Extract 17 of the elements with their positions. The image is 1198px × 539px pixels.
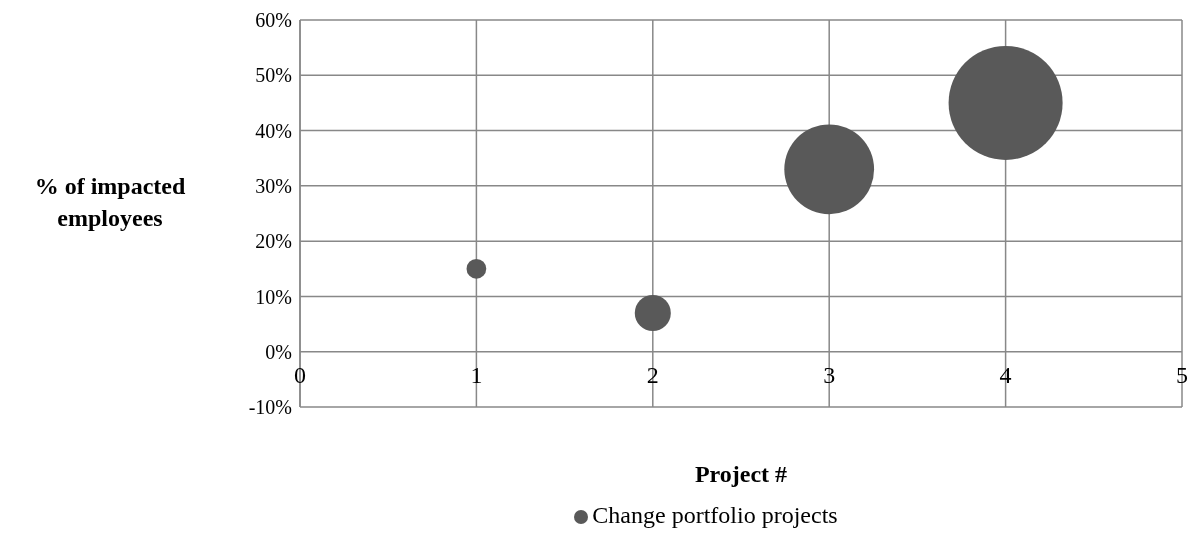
y-tick-label: 40% [255,119,292,142]
y-tick-label: 50% [255,64,292,87]
y-tick-label: 20% [255,230,292,253]
x-tick-label: 4 [999,362,1012,389]
x-tick-label: 1 [470,362,483,389]
y-tick-label: 60% [255,9,292,32]
y-tick-label: 30% [255,174,292,197]
x-tick-label: 5 [1176,362,1188,389]
x-tick-label: 2 [646,362,659,389]
y-tick-label: -10% [248,396,292,419]
x-tick-label: 3 [823,362,836,389]
x-tick-label: 0 [294,362,306,389]
y-tick-label: 0% [265,340,292,363]
legend-label: Change portfolio projects [592,502,838,528]
y-axis-title: % of impacted employees [33,172,187,233]
y-tick-label: 10% [255,285,292,308]
x-axis-title: Project # [694,461,788,487]
